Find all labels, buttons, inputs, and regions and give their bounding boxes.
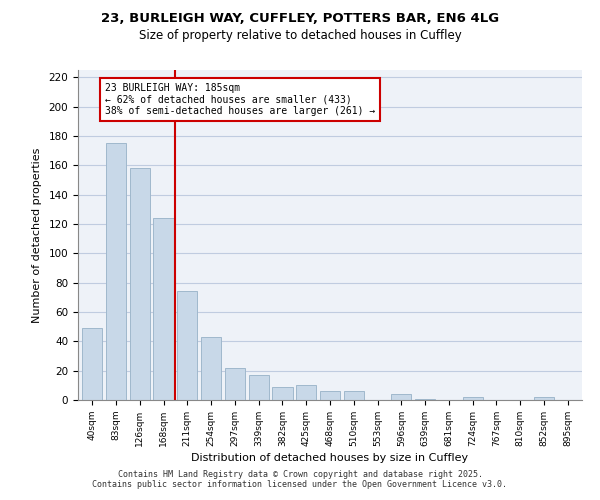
Bar bbox=[82, 328, 103, 400]
Y-axis label: Number of detached properties: Number of detached properties bbox=[32, 148, 41, 322]
Text: 23 BURLEIGH WAY: 185sqm
← 62% of detached houses are smaller (433)
38% of semi-d: 23 BURLEIGH WAY: 185sqm ← 62% of detache… bbox=[106, 83, 376, 116]
Text: Contains HM Land Registry data © Crown copyright and database right 2025.
Contai: Contains HM Land Registry data © Crown c… bbox=[92, 470, 508, 489]
Bar bbox=[177, 292, 197, 400]
Text: Size of property relative to detached houses in Cuffley: Size of property relative to detached ho… bbox=[139, 29, 461, 42]
X-axis label: Distribution of detached houses by size in Cuffley: Distribution of detached houses by size … bbox=[191, 453, 469, 463]
Bar bbox=[106, 144, 126, 400]
Bar bbox=[130, 168, 150, 400]
Bar bbox=[296, 386, 316, 400]
Bar bbox=[272, 387, 293, 400]
Bar bbox=[534, 397, 554, 400]
Text: 23, BURLEIGH WAY, CUFFLEY, POTTERS BAR, EN6 4LG: 23, BURLEIGH WAY, CUFFLEY, POTTERS BAR, … bbox=[101, 12, 499, 26]
Bar bbox=[154, 218, 173, 400]
Bar bbox=[344, 391, 364, 400]
Bar bbox=[225, 368, 245, 400]
Bar bbox=[415, 398, 435, 400]
Bar bbox=[201, 337, 221, 400]
Bar bbox=[463, 397, 483, 400]
Bar bbox=[391, 394, 412, 400]
Bar bbox=[248, 375, 269, 400]
Bar bbox=[320, 391, 340, 400]
